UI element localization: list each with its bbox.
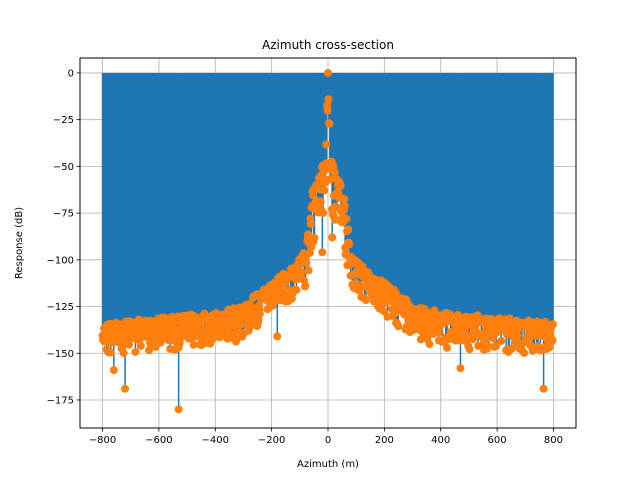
- y-tick-label: −50: [53, 162, 74, 173]
- stem-marker: [394, 322, 403, 331]
- stem-marker: [322, 140, 331, 149]
- stem-marker: [174, 405, 183, 414]
- stem-marker: [323, 106, 332, 115]
- stem-marker: [507, 344, 516, 353]
- stem-marker: [125, 340, 134, 349]
- x-tick-label: −400: [202, 435, 229, 446]
- x-axis-ticks: −800 −600 −400 −200 0 200 400 600 800: [89, 428, 563, 446]
- x-tick-label: −600: [145, 435, 172, 446]
- y-tick-label: 0: [68, 68, 74, 79]
- stem-marker: [548, 336, 557, 345]
- y-tick-label: −150: [47, 349, 74, 360]
- x-tick-label: 0: [325, 435, 331, 446]
- stem-marker: [340, 195, 349, 204]
- y-tick-label: −25: [53, 115, 74, 126]
- stem-marker: [121, 384, 130, 393]
- stem-marker: [497, 337, 506, 346]
- x-axis-title: Azimuth (m): [297, 459, 359, 470]
- stem-marker: [456, 364, 465, 373]
- stem-marker: [310, 233, 319, 242]
- stem-marker: [301, 281, 310, 290]
- stem-marker: [106, 348, 115, 357]
- y-tick-label: −175: [47, 395, 74, 406]
- x-tick-label: −200: [258, 435, 285, 446]
- x-tick-label: 400: [431, 435, 450, 446]
- stem-marker: [304, 266, 313, 275]
- stem-marker: [531, 331, 540, 340]
- stem-marker: [513, 331, 522, 340]
- stem-marker: [277, 285, 286, 294]
- stem-marker: [484, 342, 493, 351]
- stem-marker: [325, 119, 334, 128]
- stem-marker: [319, 209, 328, 218]
- stem-marker: [320, 186, 329, 195]
- stem-marker: [131, 347, 140, 356]
- stem-marker: [331, 215, 340, 224]
- stem-marker: [539, 384, 548, 393]
- stem-marker: [461, 323, 470, 332]
- stem-marker: [356, 281, 365, 290]
- stem-marker: [342, 214, 351, 223]
- stem-marker: [443, 343, 452, 352]
- stem-marker: [273, 332, 282, 341]
- stem-marker: [465, 345, 474, 354]
- stem-marker: [292, 285, 301, 294]
- stem-marker: [374, 288, 383, 297]
- stem-lines: [101, 72, 554, 410]
- stem-marker: [255, 310, 264, 319]
- stem-marker: [514, 338, 523, 347]
- stem-marker: [336, 181, 345, 190]
- stem-marker: [189, 340, 198, 349]
- stem-marker: [324, 95, 333, 104]
- stem-marker: [136, 341, 145, 350]
- stem-marker: [306, 219, 315, 228]
- stem-marker: [324, 68, 332, 77]
- stem-marker: [208, 335, 217, 344]
- stem-marker: [489, 334, 498, 343]
- x-tick-label: 800: [544, 435, 563, 446]
- stem-marker: [425, 340, 434, 349]
- stem-markers: [98, 68, 558, 414]
- stem-marker: [492, 342, 501, 351]
- stem-marker: [520, 348, 529, 357]
- stem-marker: [109, 366, 118, 375]
- y-tick-label: −125: [47, 302, 74, 313]
- y-tick-label: −75: [53, 209, 74, 220]
- stem-marker: [345, 240, 354, 249]
- stem-marker: [545, 343, 554, 352]
- stem-marker: [302, 258, 311, 267]
- x-tick-label: 200: [375, 435, 394, 446]
- x-tick-label: −800: [89, 435, 116, 446]
- stem-marker: [340, 202, 349, 211]
- y-axis-ticks: 0 −25 −50 −75 −100 −125 −150 −175: [47, 68, 80, 406]
- y-axis-title: Response (dB): [14, 207, 25, 279]
- stem-marker: [329, 161, 338, 170]
- stem-marker: [316, 198, 325, 207]
- y-tick-label: −100: [47, 255, 74, 266]
- stem-marker: [119, 349, 128, 358]
- stem-marker: [297, 268, 306, 277]
- stem-marker: [525, 334, 534, 343]
- stem-marker: [344, 225, 353, 234]
- stem-marker: [361, 296, 370, 305]
- chart-title: Azimuth cross-section: [262, 38, 394, 52]
- stem-marker: [236, 320, 245, 329]
- stem-marker: [309, 191, 318, 200]
- x-tick-label: 600: [488, 435, 507, 446]
- stem-marker: [330, 168, 339, 177]
- stem-marker: [318, 248, 327, 257]
- stem-marker: [328, 233, 337, 242]
- stem-marker: [549, 320, 558, 329]
